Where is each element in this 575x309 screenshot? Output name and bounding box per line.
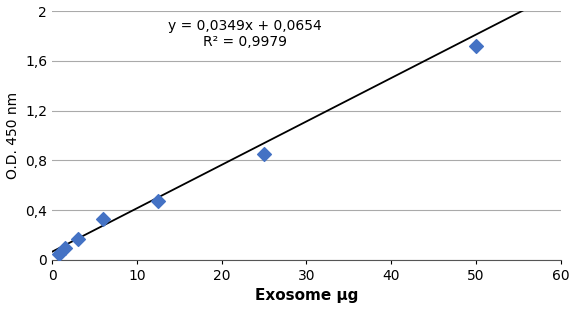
Point bbox=[73, 237, 82, 242]
Point bbox=[154, 199, 163, 204]
Point bbox=[472, 44, 481, 49]
Point bbox=[98, 216, 108, 221]
Point bbox=[54, 251, 63, 256]
X-axis label: Exosome μg: Exosome μg bbox=[255, 288, 358, 303]
Y-axis label: O.D. 450 nm: O.D. 450 nm bbox=[6, 92, 20, 179]
Text: y = 0,0349x + 0,0654
R² = 0,9979: y = 0,0349x + 0,0654 R² = 0,9979 bbox=[168, 19, 322, 49]
Point bbox=[60, 246, 70, 251]
Point bbox=[259, 151, 269, 156]
